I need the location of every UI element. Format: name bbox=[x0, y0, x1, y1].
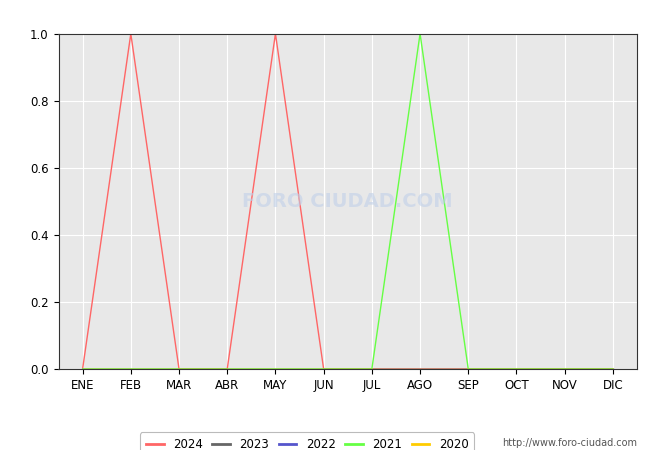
Legend: 2024, 2023, 2022, 2021, 2020: 2024, 2023, 2022, 2021, 2020 bbox=[140, 432, 474, 450]
Text: http://www.foro-ciudad.com: http://www.foro-ciudad.com bbox=[502, 438, 637, 448]
Text: Matriculaciones de Vehiculos en Grandes y San Martín: Matriculaciones de Vehiculos en Grandes … bbox=[107, 9, 543, 25]
Text: FORO CIUDAD.COM: FORO CIUDAD.COM bbox=[242, 192, 453, 211]
